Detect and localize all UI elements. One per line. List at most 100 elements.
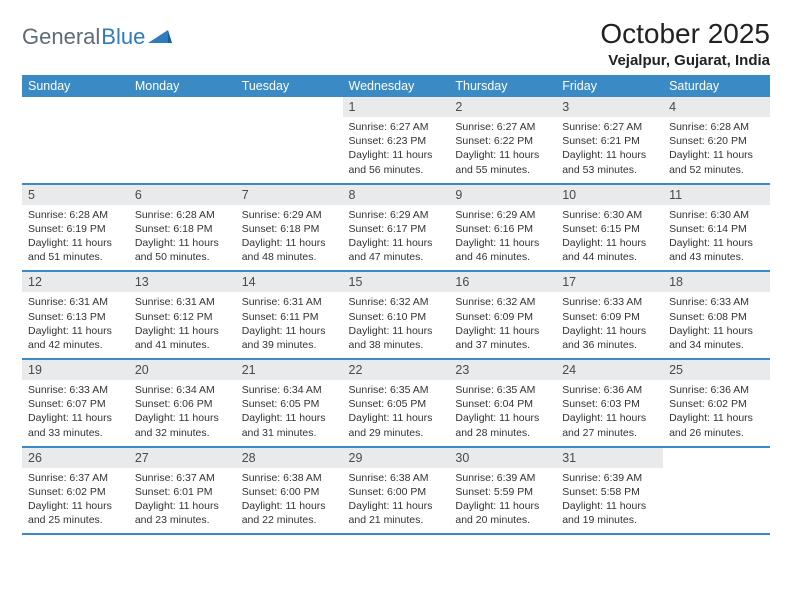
day-line: Daylight: 11 hours and 42 minutes. (28, 324, 123, 352)
day-number: 28 (236, 448, 343, 468)
day-body: Sunrise: 6:30 AMSunset: 6:14 PMDaylight:… (663, 205, 770, 271)
day-line: Sunrise: 6:30 AM (669, 208, 764, 222)
day-line: Sunrise: 6:29 AM (455, 208, 550, 222)
day-line: Daylight: 11 hours and 43 minutes. (669, 236, 764, 264)
day-line: Sunset: 6:17 PM (349, 222, 444, 236)
day-line: Sunset: 6:02 PM (669, 397, 764, 411)
day-line: Sunset: 6:18 PM (135, 222, 230, 236)
day-cell (236, 97, 343, 184)
day-line: Daylight: 11 hours and 46 minutes. (455, 236, 550, 264)
day-body: Sunrise: 6:30 AMSunset: 6:15 PMDaylight:… (556, 205, 663, 271)
day-line: Sunrise: 6:35 AM (455, 383, 550, 397)
day-cell: 12Sunrise: 6:31 AMSunset: 6:13 PMDayligh… (22, 271, 129, 359)
day-line: Daylight: 11 hours and 38 minutes. (349, 324, 444, 352)
day-body (236, 103, 343, 161)
day-body (22, 103, 129, 161)
day-line: Daylight: 11 hours and 44 minutes. (562, 236, 657, 264)
day-line: Sunset: 6:15 PM (562, 222, 657, 236)
dow-header: Wednesday (343, 75, 450, 97)
day-number: 14 (236, 272, 343, 292)
day-body: Sunrise: 6:32 AMSunset: 6:10 PMDaylight:… (343, 292, 450, 358)
day-line: Sunset: 6:04 PM (455, 397, 550, 411)
day-number: 26 (22, 448, 129, 468)
day-cell: 24Sunrise: 6:36 AMSunset: 6:03 PMDayligh… (556, 359, 663, 447)
day-line: Sunset: 6:20 PM (669, 134, 764, 148)
day-cell: 14Sunrise: 6:31 AMSunset: 6:11 PMDayligh… (236, 271, 343, 359)
day-line: Daylight: 11 hours and 51 minutes. (28, 236, 123, 264)
day-number: 22 (343, 360, 450, 380)
week-row: 5Sunrise: 6:28 AMSunset: 6:19 PMDaylight… (22, 184, 770, 272)
day-line: Sunset: 6:03 PM (562, 397, 657, 411)
day-body: Sunrise: 6:31 AMSunset: 6:12 PMDaylight:… (129, 292, 236, 358)
day-line: Sunrise: 6:31 AM (135, 295, 230, 309)
day-number: 12 (22, 272, 129, 292)
day-line: Daylight: 11 hours and 37 minutes. (455, 324, 550, 352)
day-line: Sunrise: 6:28 AM (669, 120, 764, 134)
day-body: Sunrise: 6:39 AMSunset: 5:58 PMDaylight:… (556, 468, 663, 534)
day-line: Sunrise: 6:33 AM (28, 383, 123, 397)
header: General Blue October 2025 Vejalpur, Guja… (22, 18, 770, 69)
day-line: Daylight: 11 hours and 52 minutes. (669, 148, 764, 176)
day-number: 25 (663, 360, 770, 380)
day-line: Sunset: 6:23 PM (349, 134, 444, 148)
day-cell: 19Sunrise: 6:33 AMSunset: 6:07 PMDayligh… (22, 359, 129, 447)
day-line: Daylight: 11 hours and 53 minutes. (562, 148, 657, 176)
day-cell: 4 Sunrise: 6:28 AMSunset: 6:20 PMDaylight… (663, 97, 770, 184)
day-line: Sunset: 6:05 PM (349, 397, 444, 411)
day-line: Daylight: 11 hours and 19 minutes. (562, 499, 657, 527)
brand-word1: General (22, 24, 100, 50)
day-cell: 25Sunrise: 6:36 AMSunset: 6:02 PMDayligh… (663, 359, 770, 447)
day-cell: 5Sunrise: 6:28 AMSunset: 6:19 PMDaylight… (22, 184, 129, 272)
day-cell: 2Sunrise: 6:27 AMSunset: 6:22 PMDaylight… (449, 97, 556, 184)
day-line: Sunset: 6:00 PM (242, 485, 337, 499)
day-body: Sunrise: 6:32 AMSunset: 6:09 PMDaylight:… (449, 292, 556, 358)
day-line: Daylight: 11 hours and 28 minutes. (455, 411, 550, 439)
day-line: Daylight: 11 hours and 31 minutes. (242, 411, 337, 439)
day-line: Sunrise: 6:35 AM (349, 383, 444, 397)
day-cell: 15Sunrise: 6:32 AMSunset: 6:10 PMDayligh… (343, 271, 450, 359)
day-cell (663, 447, 770, 535)
day-cell: 27Sunrise: 6:37 AMSunset: 6:01 PMDayligh… (129, 447, 236, 535)
day-cell: 13Sunrise: 6:31 AMSunset: 6:12 PMDayligh… (129, 271, 236, 359)
day-line: Sunrise: 6:28 AM (28, 208, 123, 222)
day-number: 3 (556, 97, 663, 117)
day-line: Daylight: 11 hours and 39 minutes. (242, 324, 337, 352)
day-number: 5 (22, 185, 129, 205)
day-cell: 16Sunrise: 6:32 AMSunset: 6:09 PMDayligh… (449, 271, 556, 359)
day-body: Sunrise: 6:29 AMSunset: 6:16 PMDaylight:… (449, 205, 556, 271)
day-line: Sunset: 6:00 PM (349, 485, 444, 499)
day-line: Sunrise: 6:38 AM (242, 471, 337, 485)
day-line: Sunset: 6:07 PM (28, 397, 123, 411)
day-cell: 18Sunrise: 6:33 AMSunset: 6:08 PMDayligh… (663, 271, 770, 359)
month-title: October 2025 (600, 18, 770, 50)
day-number: 8 (343, 185, 450, 205)
day-line: Daylight: 11 hours and 55 minutes. (455, 148, 550, 176)
day-number: 4 (663, 97, 770, 117)
day-body: Sunrise: 6:27 AMSunset: 6:23 PMDaylight:… (343, 117, 450, 183)
day-number: 9 (449, 185, 556, 205)
day-cell: 31Sunrise: 6:39 AMSunset: 5:58 PMDayligh… (556, 447, 663, 535)
day-cell: 8Sunrise: 6:29 AMSunset: 6:17 PMDaylight… (343, 184, 450, 272)
day-cell: 22Sunrise: 6:35 AMSunset: 6:05 PMDayligh… (343, 359, 450, 447)
day-cell: 9Sunrise: 6:29 AMSunset: 6:16 PMDaylight… (449, 184, 556, 272)
day-body: Sunrise: 6:37 AMSunset: 6:01 PMDaylight:… (129, 468, 236, 534)
day-body: Sunrise: 6:29 AMSunset: 6:17 PMDaylight:… (343, 205, 450, 271)
day-number: 31 (556, 448, 663, 468)
day-line: Daylight: 11 hours and 34 minutes. (669, 324, 764, 352)
week-row: 1Sunrise: 6:27 AMSunset: 6:23 PMDaylight… (22, 97, 770, 184)
day-line: Sunrise: 6:39 AM (455, 471, 550, 485)
day-line: Sunset: 6:02 PM (28, 485, 123, 499)
day-line: Sunset: 6:05 PM (242, 397, 337, 411)
day-number: 11 (663, 185, 770, 205)
day-cell: 21Sunrise: 6:34 AMSunset: 6:05 PMDayligh… (236, 359, 343, 447)
dow-header: Friday (556, 75, 663, 97)
day-cell: 26Sunrise: 6:37 AMSunset: 6:02 PMDayligh… (22, 447, 129, 535)
day-number: 27 (129, 448, 236, 468)
week-row: 19Sunrise: 6:33 AMSunset: 6:07 PMDayligh… (22, 359, 770, 447)
brand-logo: General Blue (22, 24, 172, 50)
day-line: Sunrise: 6:33 AM (562, 295, 657, 309)
day-line: Sunrise: 6:36 AM (669, 383, 764, 397)
day-line: Sunset: 6:09 PM (455, 310, 550, 324)
day-cell: 11Sunrise: 6:30 AMSunset: 6:14 PMDayligh… (663, 184, 770, 272)
day-line: Sunrise: 6:38 AM (349, 471, 444, 485)
